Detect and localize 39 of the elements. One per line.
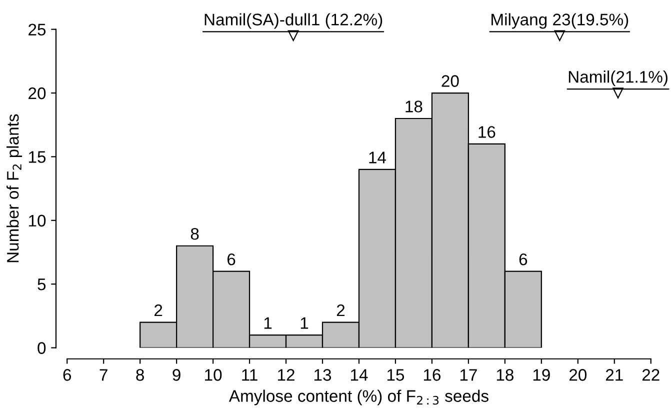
data-label: 2 (336, 304, 345, 316)
y-tick-label: 25 (28, 24, 46, 36)
y-tick-label: 20 (28, 87, 46, 100)
x-tick-label: 11 (242, 369, 258, 381)
x-tick-label: 17 (460, 369, 477, 381)
y-tick-label: 0 (38, 342, 46, 354)
y-tick-label: 5 (38, 278, 46, 290)
data-label: 8 (190, 228, 199, 240)
x-tick-label: 16 (424, 369, 440, 381)
y-tick-label: 15 (29, 151, 46, 163)
data-label: 16 (478, 126, 496, 138)
x-tick-label: 13 (314, 369, 332, 381)
data-label: 18 (406, 100, 422, 112)
x-tick-label: 8 (136, 369, 144, 381)
data-label: 1 (264, 317, 272, 329)
y-tick-label: 10 (29, 214, 46, 227)
x-tick-label: 19 (533, 369, 550, 381)
x-tick-label: 6 (63, 369, 71, 381)
data-label: 2 (154, 304, 162, 316)
x-tick-label: 14 (350, 369, 368, 381)
x-tick-label: 15 (387, 369, 404, 381)
x-tick-label: 22 (642, 369, 660, 381)
y-axis-title: Number of F$_{2}$ plants (6, 114, 22, 262)
annotation: Namil(SA)-dull1 (12.2%) (204, 13, 382, 29)
x-tick-label: 9 (172, 369, 180, 381)
data-label: 1 (300, 317, 308, 329)
x-tick-label: 20 (569, 369, 587, 381)
x-tick-label: 18 (496, 369, 514, 381)
annotation: Namil(21.1%) (568, 70, 668, 86)
x-tick-label: 10 (205, 369, 222, 381)
data-label: 20 (442, 75, 459, 87)
data-label: 6 (519, 253, 528, 266)
data-label: 6 (228, 253, 236, 266)
x-tick-label: 7 (100, 369, 108, 381)
x-tick-label: 12 (278, 369, 294, 381)
data-label: 14 (369, 152, 386, 164)
x-tick-label: 21 (606, 369, 623, 381)
x-axis-title: Amylose content (%) of F$_{2:3}$ seeds (228, 390, 488, 406)
annotation: Milyang 23(19.5%) (492, 13, 628, 29)
